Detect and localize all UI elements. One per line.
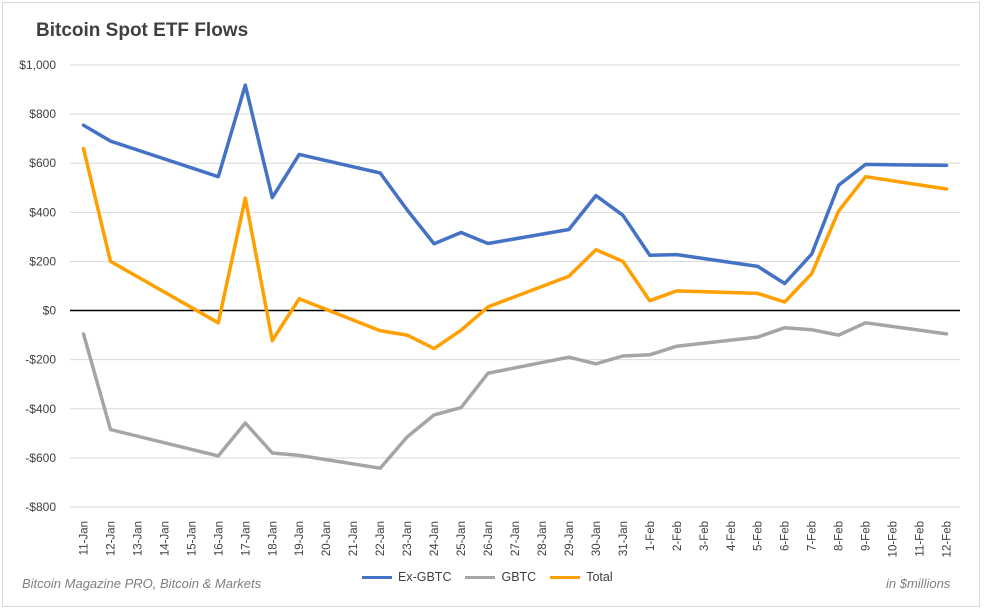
- x-tick-label: 28-Jan: [537, 521, 549, 556]
- x-tick-label: 5-Feb: [753, 521, 765, 551]
- x-tick-label: 31-Jan: [618, 521, 630, 556]
- x-tick-label: 8-Feb: [834, 521, 846, 551]
- y-tick-label: $600: [29, 156, 56, 170]
- x-tick-label: 24-Jan: [429, 521, 441, 556]
- x-tick-label: 18-Jan: [267, 521, 279, 556]
- x-tick-label: 25-Jan: [456, 521, 468, 556]
- gridlines: [70, 64, 960, 508]
- y-tick-label: -$400: [25, 402, 56, 416]
- x-tick-label: 3-Feb: [699, 521, 711, 551]
- y-tick-label: -$200: [25, 353, 56, 367]
- x-tick-label: 22-Jan: [375, 521, 387, 556]
- y-tick-label: $1,000: [19, 58, 56, 72]
- x-tick-label: 6-Feb: [780, 521, 792, 551]
- x-tick-label: 16-Jan: [213, 521, 225, 556]
- x-tick-label: 7-Feb: [807, 521, 819, 551]
- y-tick-label: $0: [43, 304, 57, 318]
- legend-item-total: Total: [550, 570, 613, 584]
- series-line-ex-gbtc: [81, 83, 949, 286]
- legend-swatch-gbtc: [465, 575, 496, 579]
- x-tick-label: 12-Jan: [105, 521, 117, 556]
- x-tick-label: 11-Feb: [915, 521, 927, 557]
- x-tick-label: 21-Jan: [348, 521, 360, 556]
- series-line-total: [81, 146, 949, 351]
- legend: Ex-GBTC GBTC Total: [362, 570, 613, 584]
- series-lines: [81, 83, 949, 470]
- legend-item-ex-gbtc: Ex-GBTC: [362, 570, 451, 584]
- x-tick-label: 19-Jan: [294, 521, 306, 556]
- unit-note: in $millions: [886, 576, 951, 591]
- y-tick-label: $200: [29, 254, 56, 268]
- legend-label-gbtc: GBTC: [501, 570, 537, 584]
- series-line-gbtc: [81, 321, 949, 470]
- x-tick-label: 1-Feb: [645, 521, 657, 551]
- x-tick-label: 13-Jan: [132, 521, 144, 556]
- source-note: Bitcoin Magazine PRO, Bitcoin & Markets: [22, 576, 262, 591]
- x-axis: 11-Jan 12-Jan 13-Jan 14-Jan 15-Jan 16-Jan 17-J…: [78, 521, 953, 557]
- legend-swatch-total: [550, 575, 581, 579]
- chart-title: Bitcoin Spot ETF Flows: [36, 20, 249, 41]
- x-tick-label: 12-Feb: [942, 521, 954, 557]
- x-tick-label: 15-Jan: [186, 521, 198, 556]
- y-tick-label: $400: [29, 205, 56, 219]
- legend-label-total: Total: [586, 570, 613, 584]
- x-tick-label: 10-Feb: [888, 521, 900, 557]
- legend-item-gbtc: GBTC: [465, 570, 536, 584]
- x-tick-label: 29-Jan: [564, 521, 576, 556]
- y-tick-label: -$600: [25, 451, 56, 465]
- x-tick-label: 27-Jan: [510, 521, 522, 556]
- legend-label-ex-gbtc: Ex-GBTC: [398, 570, 452, 584]
- x-tick-label: 4-Feb: [726, 521, 738, 551]
- x-tick-label: 20-Jan: [321, 521, 333, 556]
- x-tick-label: 14-Jan: [159, 521, 171, 556]
- y-tick-label: $800: [29, 107, 56, 121]
- y-tick-label: -$800: [25, 500, 56, 514]
- x-tick-label: 17-Jan: [240, 521, 252, 556]
- x-tick-label: 23-Jan: [402, 521, 414, 556]
- x-tick-label: 9-Feb: [861, 521, 873, 551]
- x-tick-label: 30-Jan: [591, 521, 603, 556]
- x-tick-label: 26-Jan: [483, 521, 495, 556]
- x-tick-label: 11-Jan: [78, 521, 90, 555]
- x-tick-label: 2-Feb: [672, 521, 684, 551]
- y-axis: $1,000 $800 $600 $400 $200 $0 -$200 -$400 -$600 -…: [19, 58, 56, 514]
- legend-swatch-ex-gbtc: [362, 575, 392, 579]
